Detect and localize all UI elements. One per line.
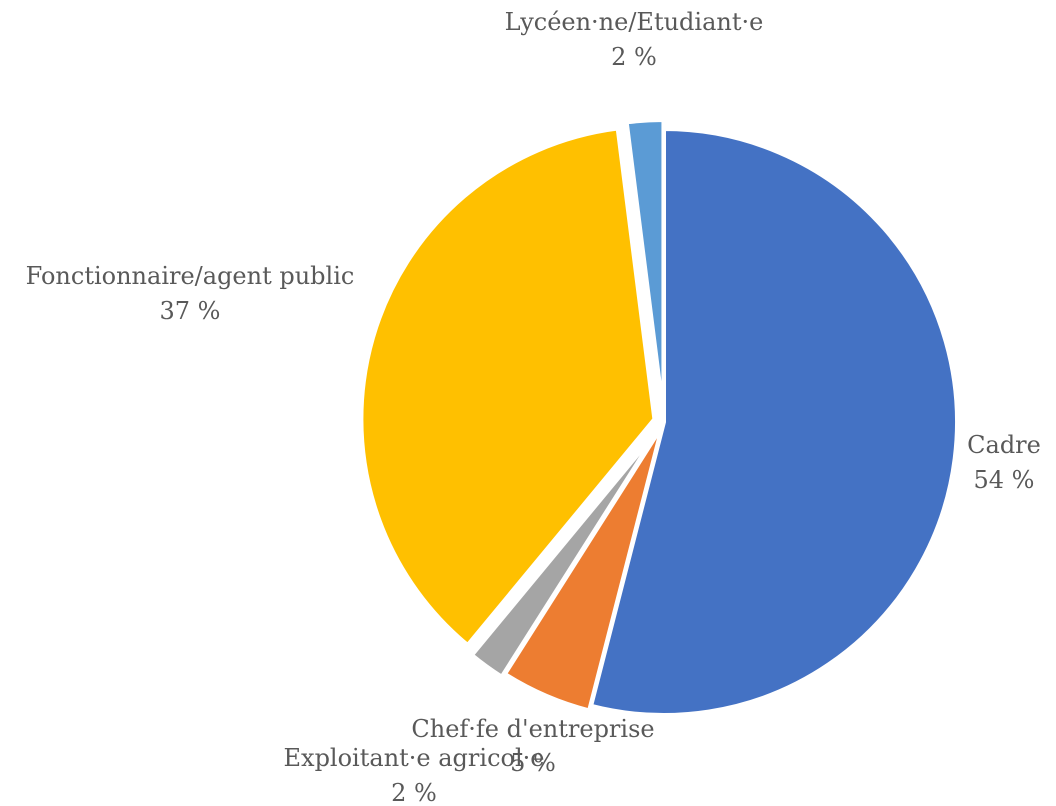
data-label-name-lyceen-ne-etudiant-e: Lycéen·ne/Etudiant·e — [505, 8, 764, 36]
pie-slice-fonctionnaire-agent-public — [359, 126, 657, 648]
pie-data-labels: Cadre 54 % Chef·fe d'entreprise 5 %Exploita… — [26, 8, 1041, 806]
data-label-name-exploitant-e-agricol-e: Exploitant·e agricol·e — [284, 744, 545, 772]
data-label-value-lyceen-ne-etudiant-e: 2 % — [611, 43, 657, 71]
pie-slice-lyceen-ne-etudiant-e — [624, 118, 666, 414]
data-label-value-cadre: 54 % — [974, 466, 1035, 494]
pie-slice-cadre — [588, 126, 959, 717]
data-label-value-fonctionnaire-agent-public: 37 % — [160, 297, 221, 325]
data-label-name-cadre: Cadre — [967, 431, 1041, 459]
data-label-name-chef-fe-d-entreprise: Chef·fe d'entreprise — [411, 715, 654, 743]
data-label-name-fonctionnaire-agent-public: Fonctionnaire/agent public — [26, 262, 355, 290]
data-label-value-chef-fe-d-entreprise: 5 % — [510, 749, 556, 777]
pie-slice-exploitant-e-agricol-e — [469, 428, 661, 680]
pie-slices — [359, 118, 959, 717]
data-label-value-exploitant-e-agricol-e: 2 % — [391, 779, 437, 806]
